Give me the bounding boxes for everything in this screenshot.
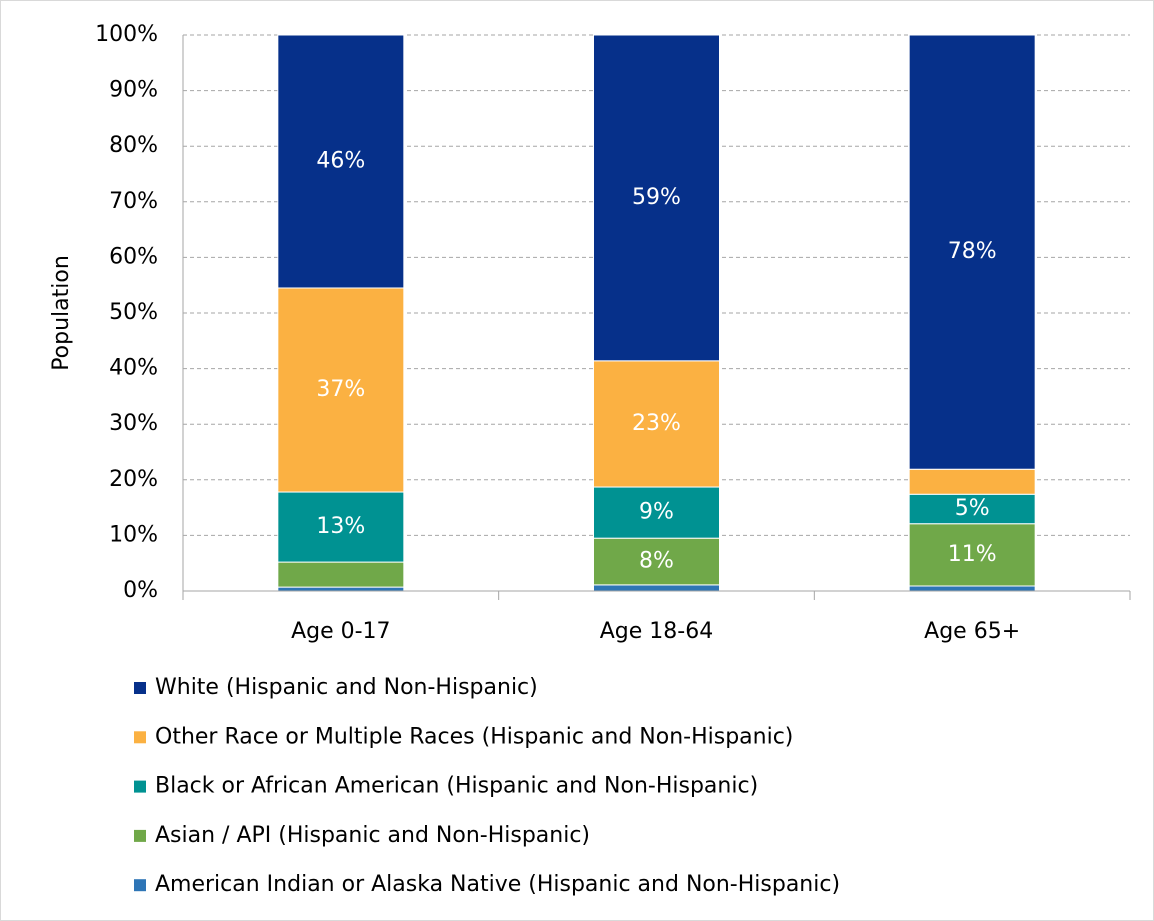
data-label: 9% [639,500,674,525]
data-label: 23% [632,411,681,436]
bar-segment [277,561,405,588]
bar-segment [908,493,1036,525]
bar-segment [277,491,405,563]
x-tick-label: Age 65+ [924,619,1020,644]
bar-segment [908,523,1036,587]
bar-segment [277,287,405,493]
legend-swatch [134,879,146,892]
y-tick-label: 30% [109,411,158,436]
bar-segment [908,468,1036,495]
data-label: 37% [316,377,365,402]
y-tick-label: 100% [95,22,158,47]
y-tick-label: 80% [109,133,158,158]
y-tick-label: 70% [109,189,158,214]
legend-label: Black or African American (Hispanic and … [155,774,758,799]
y-tick-label: 20% [109,467,158,492]
data-label: 11% [948,542,997,567]
legend-swatch [134,682,146,694]
bar-segment [593,584,720,592]
y-axis-label: Population [49,255,74,371]
legend-label: American Indian or Alaska Native (Hispan… [155,872,840,897]
y-tick-label: 40% [109,356,158,381]
y-tick-label: 10% [109,522,158,547]
y-tick-label: 60% [109,244,158,269]
data-label: 78% [948,239,997,264]
y-tick-label: 0% [123,578,158,603]
y-tick-label: 50% [109,300,158,325]
data-label: 46% [316,148,365,173]
legend-label: Asian / API (Hispanic and Non-Hispanic) [155,823,590,848]
legend-swatch [134,780,146,793]
data-label: 8% [639,549,674,574]
data-label: 59% [632,185,681,210]
data-label: 5% [955,496,990,521]
legend-label: Other Race or Multiple Races (Hispanic a… [155,724,793,749]
legend-swatch [134,829,146,842]
x-tick-label: Age 18-64 [600,619,713,644]
legend-swatch [134,731,146,744]
bar-segment [593,34,720,362]
bar-segment [908,34,1036,470]
y-tick-label: 90% [109,78,158,103]
bar-segment [593,360,720,488]
bar-segment [908,585,1036,592]
data-label: 13% [316,514,365,539]
bar-segment [277,586,405,592]
x-tick-label: Age 0-17 [291,619,390,644]
legend-label: White (Hispanic and Non-Hispanic) [155,675,538,700]
bar-segment [277,34,405,289]
